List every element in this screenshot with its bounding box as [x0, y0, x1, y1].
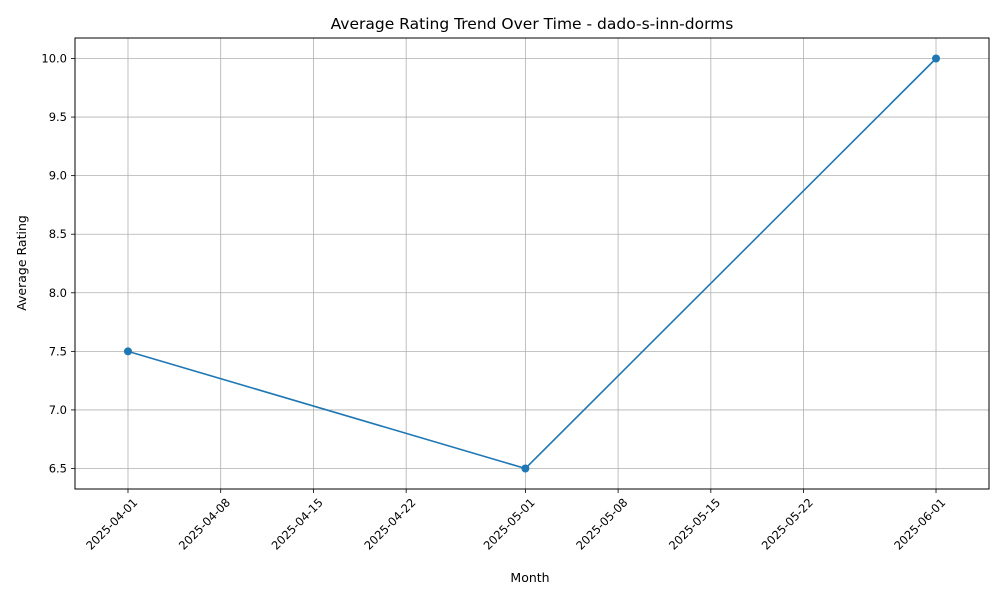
y-tick-label: 7.0: [49, 403, 67, 417]
chart-title: Average Rating Trend Over Time - dado-s-…: [331, 15, 734, 33]
y-tick-label: 8.5: [49, 227, 67, 241]
y-tick-label: 10.0: [41, 52, 67, 66]
y-axis-label: Average Rating: [14, 215, 29, 311]
data-point: [932, 54, 941, 63]
plot-area-frame: [74, 37, 990, 490]
data-point: [123, 347, 132, 356]
x-axis-label: Month: [510, 570, 549, 585]
data-series: [123, 54, 941, 473]
y-tick-label: 8.0: [49, 286, 67, 300]
y-tick-label: 6.5: [49, 462, 67, 476]
data-point: [521, 464, 530, 473]
grid: [75, 38, 989, 489]
y-tick-label: 9.0: [49, 169, 67, 183]
y-tick-label: 7.5: [49, 344, 67, 358]
y-tick-label: 9.5: [49, 110, 67, 124]
